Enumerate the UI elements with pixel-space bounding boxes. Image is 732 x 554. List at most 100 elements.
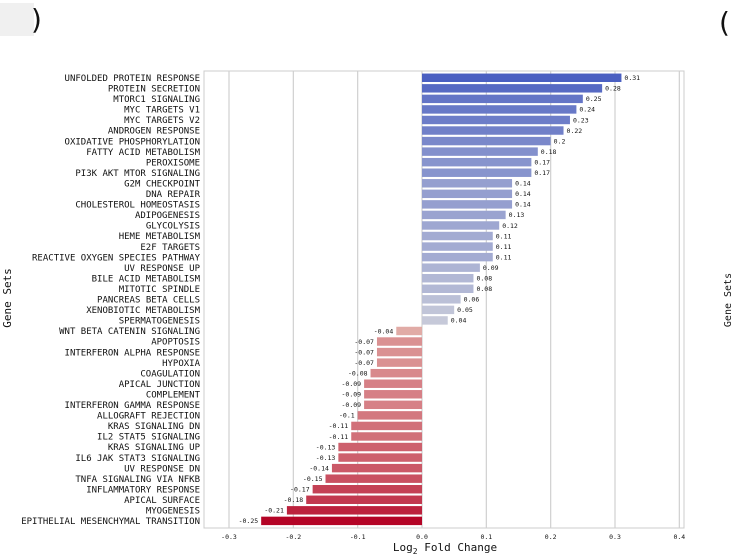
category-label: XENOBIOTIC METABOLISM [86, 306, 200, 316]
category-label: IL2 STAT5 SIGNALING [97, 433, 200, 443]
value-label: 0.25 [586, 95, 602, 103]
x-tick-label: -0.2 [286, 533, 302, 541]
bar [422, 94, 583, 104]
category-label: E2F TARGETS [140, 243, 200, 253]
bar [370, 368, 422, 378]
category-label: MYC TARGETS V1 [124, 106, 200, 116]
x-tick-label: -0.3 [221, 533, 237, 541]
neighbor-fragment-paren-left: ) [31, 3, 42, 36]
value-label: -0.11 [329, 422, 349, 430]
category-label: UNFOLDED PROTEIN RESPONSE [65, 74, 200, 84]
bar [325, 474, 422, 483]
value-label: -0.07 [354, 348, 374, 356]
y-axis-label: Gene Sets [1, 268, 14, 328]
value-label: 0.13 [509, 211, 525, 219]
value-label: -0.17 [290, 486, 310, 494]
category-label: MYC TARGETS V2 [124, 116, 200, 126]
bar [422, 73, 622, 82]
category-label: APICAL SURFACE [124, 496, 200, 506]
category-label: OXIDATIVE PHOSPHORYLATION [65, 137, 200, 147]
value-label: -0.14 [309, 464, 329, 472]
value-label: 0.23 [573, 116, 589, 124]
category-label: UV RESPONSE DN [124, 464, 200, 474]
category-label: INFLAMMATORY RESPONSE [86, 485, 200, 495]
value-label: 0.11 [496, 243, 512, 251]
bar [376, 337, 422, 346]
value-label: 0.18 [541, 148, 557, 156]
value-label: -0.07 [354, 338, 374, 346]
bar [261, 516, 422, 526]
value-label: 0.08 [476, 275, 492, 283]
bar [338, 453, 422, 462]
value-label: 0.2 [554, 137, 566, 145]
category-label: ANDROGEN RESPONSE [108, 127, 200, 137]
category-label: PI3K AKT MTOR SIGNALING [75, 169, 200, 179]
x-tick-label: 0.2 [545, 533, 557, 541]
x-tick-label: 0.4 [673, 533, 685, 541]
bar [364, 379, 422, 388]
value-label: 0.22 [567, 127, 583, 135]
bars [261, 73, 622, 526]
value-label: -0.25 [239, 517, 259, 525]
category-label: MITOTIC SPINDLE [119, 285, 200, 295]
category-label: WNT BETA CATENIN SIGNALING [59, 327, 200, 337]
value-label: 0.12 [502, 222, 518, 230]
bar [422, 221, 500, 230]
bar [422, 126, 564, 135]
value-label: -0.13 [316, 454, 336, 462]
value-labels: 0.310.280.250.240.230.220.20.180.170.170… [239, 74, 641, 525]
value-label: 0.14 [515, 190, 531, 198]
bar [422, 105, 577, 114]
value-label: -0.18 [284, 496, 304, 504]
category-label: TNFA SIGNALING VIA NFKB [75, 475, 200, 485]
category-label: ALLOGRAFT REJECTION [97, 412, 200, 422]
bar [376, 358, 422, 367]
bar [331, 463, 422, 473]
bar [364, 390, 422, 399]
bar [422, 274, 474, 283]
category-label: HEME METABOLISM [119, 232, 201, 242]
neighbor-fragment-paren-right: ( [719, 6, 730, 39]
bar [422, 231, 493, 241]
category-label: ADIPOGENESIS [135, 211, 200, 221]
bar [422, 189, 513, 199]
category-label: FATTY ACID METABOLISM [86, 148, 200, 158]
value-label: 0.04 [451, 317, 467, 325]
value-label: 0.14 [515, 180, 531, 188]
value-label: 0.24 [579, 106, 595, 114]
category-label: INTERFERON ALPHA RESPONSE [65, 348, 200, 358]
category-label: KRAS SIGNALING UP [108, 443, 201, 453]
bar [422, 200, 513, 209]
x-tick-labels: -0.3 -0.2 -0.1 0.0 0.1 0.2 0.3 0.4 [221, 533, 685, 541]
category-label: PANCREAS BETA CELLS [97, 296, 200, 306]
bar [422, 84, 603, 93]
category-label: COMPLEMENT [146, 390, 201, 400]
bar [357, 411, 422, 420]
category-label: APOPTOSIS [151, 338, 200, 348]
bar [351, 432, 422, 441]
category-label: PROTEIN SECRETION [108, 85, 200, 95]
value-label: 0.11 [496, 253, 512, 261]
value-label: -0.09 [342, 401, 362, 409]
bar [422, 136, 551, 146]
value-label: -0.09 [342, 380, 362, 388]
bar [422, 157, 532, 167]
category-label: UV RESPONSE UP [124, 264, 200, 274]
category-label: GLYCOLYSIS [146, 222, 200, 232]
bar [351, 421, 422, 431]
bar [422, 179, 513, 188]
category-label: EPITHELIAL MESENCHYMAL TRANSITION [21, 517, 200, 527]
value-label: -0.07 [354, 359, 374, 367]
value-label: 0.17 [534, 169, 550, 177]
value-label: -0.08 [348, 369, 368, 377]
neighbor-fragment-ylabel: Gene Sets [723, 273, 732, 327]
bar [422, 252, 493, 262]
value-label: 0.06 [464, 296, 480, 304]
x-tick-label: 0.1 [480, 533, 492, 541]
x-axis-label-subscript: 2 [413, 547, 418, 554]
bar [286, 506, 422, 515]
category-label: CHOLESTEROL HOMEOSTASIS [75, 201, 200, 211]
category-label: MYOGENESIS [146, 507, 200, 517]
